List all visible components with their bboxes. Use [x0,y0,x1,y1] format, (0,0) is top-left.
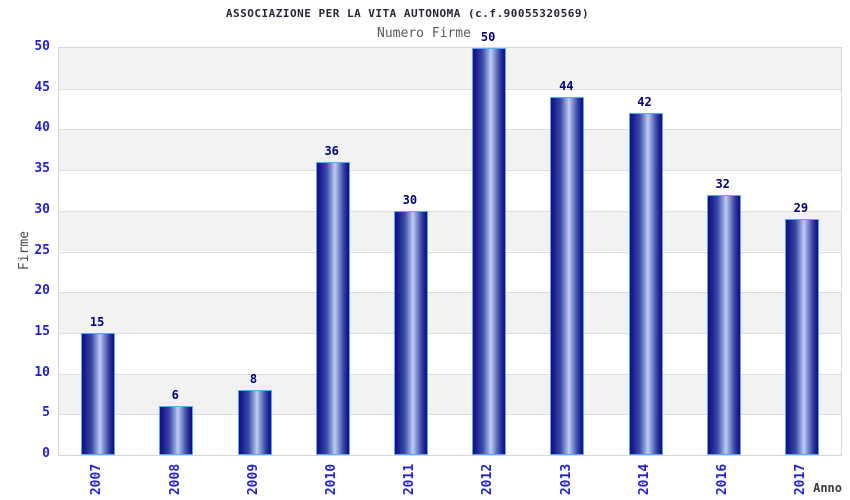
gridline-10 [59,373,841,375]
y-tick-50: 50 [34,39,50,54]
value-label-2010: 36 [324,143,339,158]
bar-2011 [393,210,428,455]
x-tick-label: 2017 [793,463,809,495]
gridline-45 [59,88,841,90]
gridline-30 [59,210,841,212]
bar-2017 [784,218,819,455]
x-tick-2009: 2009 [234,458,274,500]
gridline-25 [59,251,841,253]
y-tick-25: 25 [34,242,50,258]
x-tick-2017: 2017 [781,458,821,500]
x-tick-label: 2008 [167,463,183,495]
gridline-20 [59,292,841,294]
bar-2010 [315,161,350,455]
y-tick-5: 5 [42,405,50,421]
x-tick-label: 2014 [637,463,652,495]
x-axis-title: Anno [813,481,842,495]
gridline-5 [59,414,841,416]
gridline-35 [59,170,841,172]
x-tick-2016: 2016 [703,458,743,500]
bar-2014 [628,113,663,455]
y-tick-10: 10 [34,364,50,380]
x-tick-2008: 2008 [155,458,195,500]
plot-area [58,47,842,456]
y-tick-40: 40 [34,120,50,136]
value-label-2011: 30 [402,192,418,207]
chart-subtitle: Numero Firme [377,26,471,41]
x-tick-label: 2011 [402,463,418,495]
value-label-2016: 32 [715,176,730,191]
value-label-2017: 29 [793,200,809,215]
y-tick-15: 15 [34,323,50,339]
gridline-40 [59,129,841,131]
x-tick-2011: 2011 [390,458,430,500]
x-tick-2012: 2012 [468,458,508,500]
y-tick-45: 45 [34,79,50,95]
x-tick-label: 2013 [558,463,574,495]
bar-2008 [159,406,194,455]
plot-band [59,129,841,171]
x-tick-2007: 2007 [77,458,117,500]
bar-2013 [550,96,585,455]
bar-2016 [706,194,741,455]
value-label-2007: 15 [89,314,105,329]
x-tick-2010: 2010 [312,458,352,500]
value-label-2008: 6 [171,388,179,403]
x-tick-2013: 2013 [546,458,586,500]
y-tick-0: 0 [42,446,50,461]
x-tick-label: 2010 [324,463,340,495]
x-tick-label: 2012 [480,463,496,495]
value-label-2013: 44 [559,78,574,93]
x-tick-label: 2009 [246,463,261,495]
value-label-2014: 42 [637,95,652,110]
gridline-15 [59,332,841,334]
value-label-2009: 8 [249,371,258,386]
plot-band [59,48,841,89]
bar-2007 [81,332,116,455]
x-tick-label: 2007 [89,463,105,495]
x-tick-label: 2016 [715,463,731,495]
bar-2012 [472,48,507,455]
y-tick-30: 30 [34,201,50,217]
x-tick-2014: 2014 [625,458,665,500]
y-tick-20: 20 [34,283,50,299]
chart-title: ASSOCIAZIONE PER LA VITA AUTONOMA (c.f.9… [225,7,590,20]
plot-band [59,88,841,130]
y-tick-35: 35 [34,161,50,177]
value-label-2012: 50 [480,30,496,44]
bar-2009 [237,389,272,455]
